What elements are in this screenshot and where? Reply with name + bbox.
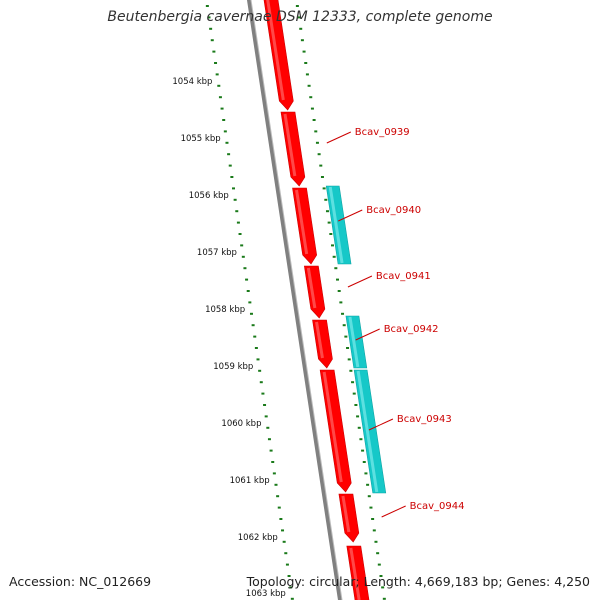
forward-gene-shade xyxy=(266,0,285,101)
ruler-label: 1059 kbp xyxy=(213,362,253,372)
gene-leader-line xyxy=(326,131,352,144)
genome-backbone xyxy=(246,0,343,600)
reverse-gene-shade xyxy=(328,186,344,264)
ruler-label: 1054 kbp xyxy=(172,77,212,87)
forward-gene-shade xyxy=(315,321,324,359)
reverse-gene-block xyxy=(325,185,352,265)
ruler-label: 1061 kbp xyxy=(230,476,270,486)
accession-text: Accession: NC_012669 xyxy=(9,574,152,589)
forward-gene-shade xyxy=(283,113,297,177)
ruler-label: 1057 kbp xyxy=(197,248,237,258)
forward-gene-shade xyxy=(341,495,351,533)
forward-gene-arrow xyxy=(319,369,352,493)
reverse-gene-shade xyxy=(356,370,379,493)
backbone-highlight xyxy=(250,0,343,600)
gene-leader-line xyxy=(355,328,380,341)
forward-gene-arrow xyxy=(312,319,333,369)
forward-gene-arrow xyxy=(338,493,360,543)
forward-gene-arrow xyxy=(292,187,317,265)
genome-title: Beutenbergia cavernae DSM 12333, complet… xyxy=(107,9,493,25)
ruler-label: 1058 kbp xyxy=(205,305,245,315)
ruler-ticks-left xyxy=(205,5,294,600)
gene-label: Bcav_0944 xyxy=(410,501,465,512)
gene-label: Bcav_0941 xyxy=(376,271,431,282)
genome-stats-text: Topology: circular; Length: 4,669,183 bp… xyxy=(246,574,590,589)
gene-features xyxy=(263,0,387,600)
gene-label: Bcav_0939 xyxy=(355,127,410,138)
forward-gene-shade xyxy=(295,189,309,255)
forward-gene-shade xyxy=(306,267,317,309)
backbone-line xyxy=(246,0,343,600)
ruler-label: 1062 kbp xyxy=(238,533,278,543)
gene-labels: Bcav_0939 Bcav_0940 Bcav_0941 Bcav_0942 Bcav… xyxy=(326,127,465,518)
reverse-gene-shade xyxy=(348,316,360,368)
forward-gene-shade xyxy=(349,547,361,600)
ruler-label: 1056 kbp xyxy=(189,191,229,201)
gene-label: Bcav_0942 xyxy=(384,324,439,335)
ruler-label: 1055 kbp xyxy=(181,134,221,144)
ruler-labels: 1054 kbp 1055 kbp 1056 kbp 1057 kbp 1058 kbp… xyxy=(172,77,285,599)
gene-leader-line xyxy=(368,418,394,431)
reverse-gene-block xyxy=(353,369,387,494)
gene-leader-line xyxy=(381,505,406,518)
forward-gene-shade xyxy=(322,371,343,483)
gene-leader-line xyxy=(347,275,373,288)
forward-gene-arrow xyxy=(280,111,306,187)
ruler-label: 1063 kbp xyxy=(246,589,286,599)
ruler-ticks-right xyxy=(295,5,386,600)
gene-label: Bcav_0940 xyxy=(366,205,421,216)
forward-gene-arrow xyxy=(303,265,326,319)
ruler-label: 1060 kbp xyxy=(221,419,261,429)
gene-label: Bcav_0943 xyxy=(397,414,452,425)
gene-leader-line xyxy=(338,209,363,222)
